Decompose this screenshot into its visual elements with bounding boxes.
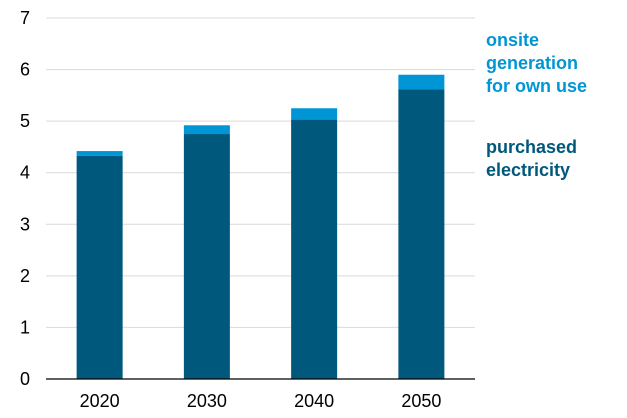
y-tick-label: 6 — [20, 60, 30, 80]
y-tick-label: 7 — [20, 8, 30, 28]
bar-segment-2040-purchased — [291, 119, 338, 380]
axes: 0 1 2 3 4 5 6 7 2020 2030 2040 2050 — [20, 8, 475, 411]
bar-segment-2030-purchased — [183, 134, 230, 379]
bar-segment-2030-onsite — [183, 125, 230, 135]
y-tick-label: 0 — [20, 369, 30, 389]
y-tick-label: 5 — [20, 111, 30, 131]
y-tick-label: 2 — [20, 266, 30, 286]
x-tick-label: 2040 — [294, 391, 334, 411]
x-tick-label: 2020 — [80, 391, 120, 411]
bar-segment-2020-onsite — [76, 151, 123, 156]
bar-segment-2040-onsite — [291, 108, 338, 120]
bar-segment-2020-purchased — [76, 155, 123, 379]
legend-label-purchased: electricity — [486, 160, 570, 180]
legend-label-onsite: onsite — [486, 30, 539, 50]
bar-segment-2050-purchased — [398, 89, 445, 379]
legend: onsite generation for own use purchased elec… — [486, 30, 587, 180]
bar-segment-2050-onsite — [398, 74, 445, 90]
legend-label-purchased: purchased — [486, 137, 577, 157]
legend-label-onsite: generation — [486, 53, 578, 73]
y-tick-label: 4 — [20, 163, 30, 183]
x-tick-label: 2030 — [187, 391, 227, 411]
bars — [76, 74, 445, 380]
y-tick-label: 3 — [20, 214, 30, 234]
legend-label-onsite: for own use — [486, 76, 587, 96]
x-tick-label: 2050 — [401, 391, 441, 411]
y-tick-label: 1 — [20, 317, 30, 337]
